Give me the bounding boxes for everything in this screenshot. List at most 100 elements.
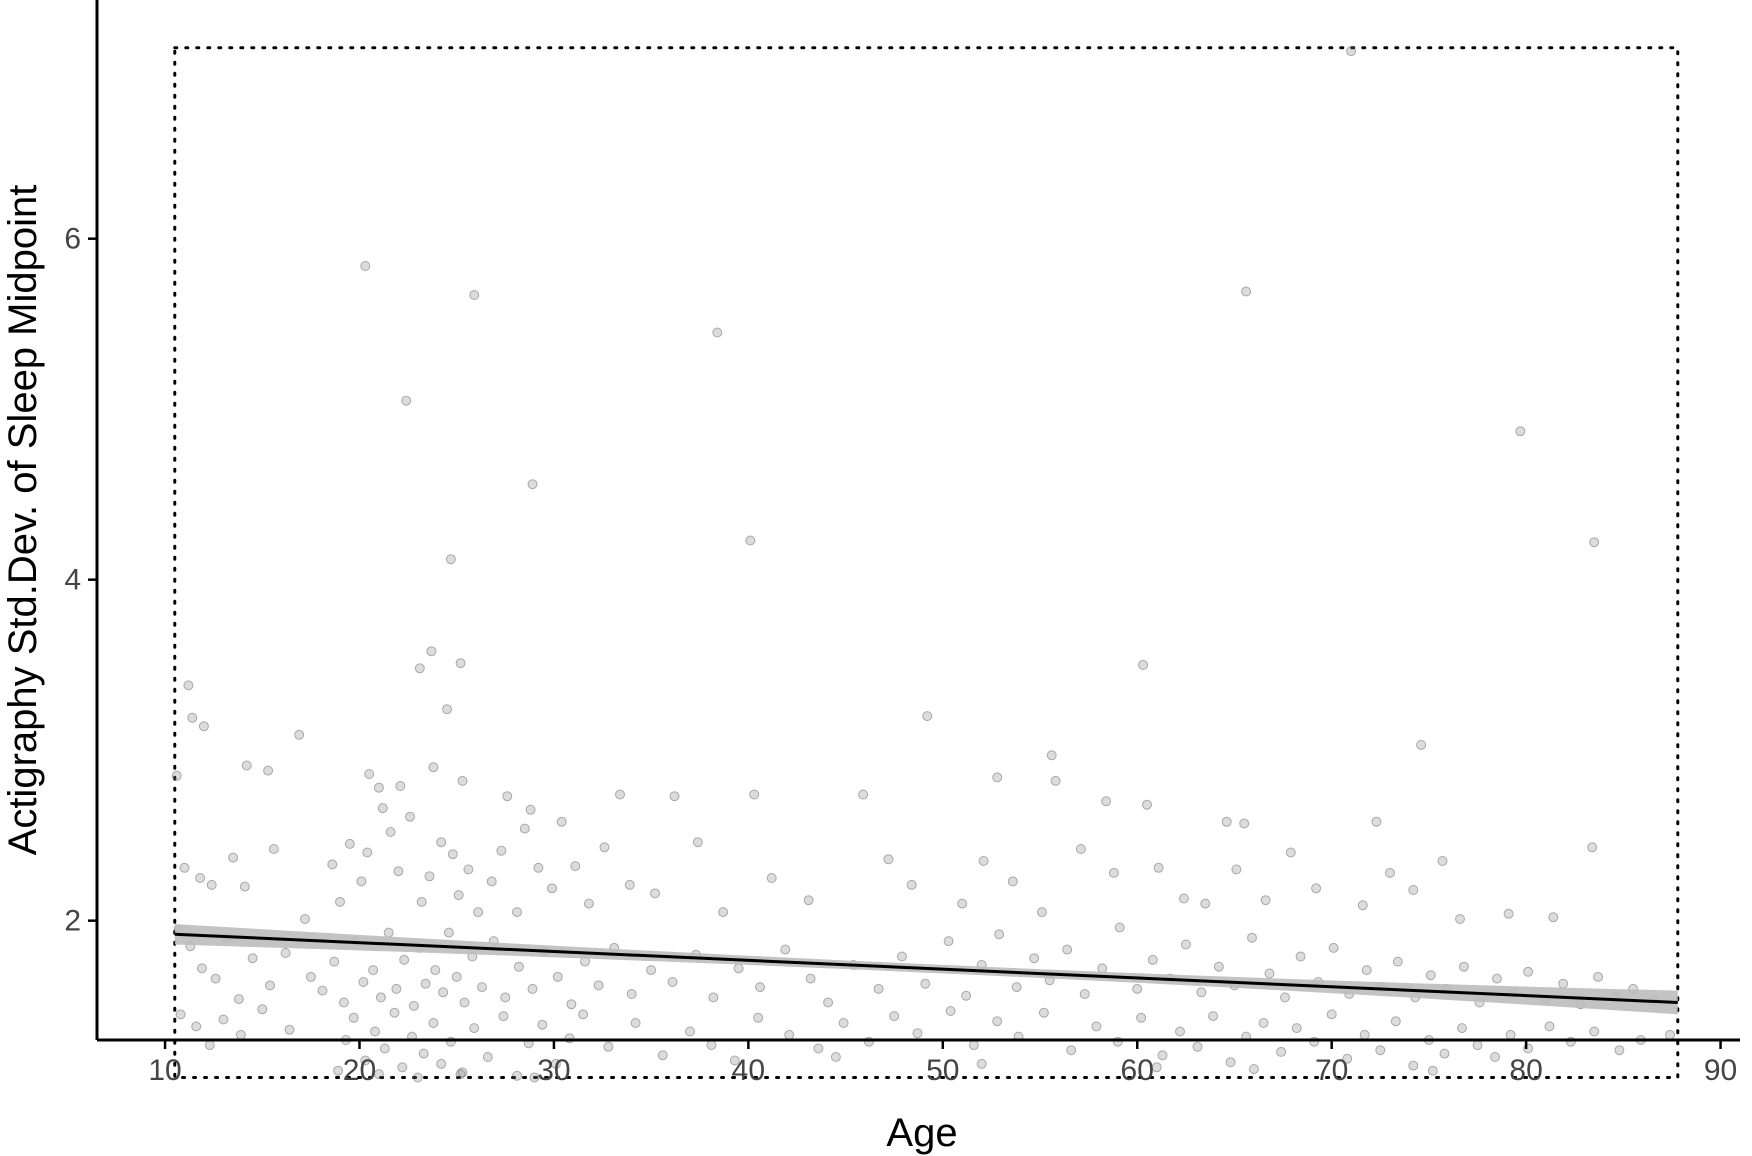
data-point (204, 1040, 215, 1051)
data-point (1029, 953, 1040, 964)
data-point (482, 1052, 493, 1062)
data-point (733, 963, 744, 974)
data-point (615, 789, 625, 800)
data-point (599, 842, 610, 853)
data-point (1326, 1009, 1337, 1020)
y-tick-label: 6 (64, 223, 81, 256)
data-point (646, 965, 657, 976)
data-point (749, 789, 760, 800)
data-point (1589, 537, 1600, 548)
data-point (430, 965, 441, 976)
data-point (1490, 1052, 1500, 1062)
data-point (708, 992, 719, 1003)
data-point (360, 261, 371, 271)
data-point (603, 1041, 614, 1052)
data-point (445, 554, 456, 565)
data-point (496, 845, 507, 856)
data-point (873, 983, 884, 994)
data-point (265, 980, 275, 991)
data-point (912, 1028, 923, 1039)
data-point (1011, 982, 1022, 993)
data-point (1260, 895, 1271, 906)
points-layer (171, 46, 1675, 1083)
data-point (1132, 983, 1143, 994)
data-point (920, 978, 931, 989)
data-point (459, 997, 470, 1008)
y-tick-label: 2 (64, 905, 81, 938)
data-point (379, 1043, 390, 1054)
data-point (1101, 796, 1112, 807)
data-point (1175, 1026, 1185, 1037)
data-point (669, 791, 680, 802)
data-point (1221, 816, 1232, 827)
data-point (1192, 1041, 1203, 1052)
data-point (1247, 932, 1257, 943)
data-point (257, 1004, 268, 1015)
data-point (424, 871, 435, 882)
data-point (408, 1000, 419, 1011)
data-point (566, 999, 577, 1010)
data-point (356, 876, 367, 887)
x-tick-label: 80 (1509, 1054, 1542, 1087)
data-point (1593, 971, 1604, 982)
data-point (391, 983, 402, 994)
data-point (1544, 1021, 1555, 1032)
x-tick-label: 40 (732, 1054, 765, 1087)
data-point (1457, 1023, 1467, 1034)
data-point (706, 1040, 717, 1051)
data-point (550, 1058, 561, 1069)
data-point (624, 879, 635, 890)
data-point (883, 854, 894, 865)
data-point (1007, 876, 1018, 887)
data-point (1425, 970, 1436, 981)
data-point (317, 985, 328, 996)
data-point (823, 997, 834, 1008)
data-point (1361, 965, 1372, 976)
data-point (191, 1021, 202, 1032)
data-point (344, 838, 355, 849)
data-point (416, 896, 427, 907)
data-point (436, 1058, 447, 1069)
data-point (197, 963, 207, 974)
data-point (1138, 659, 1149, 670)
data-point (1097, 963, 1108, 974)
data-point (486, 876, 497, 887)
data-point (469, 1023, 480, 1034)
data-point (968, 1040, 979, 1051)
data-point (1328, 942, 1339, 953)
data-point (1153, 862, 1164, 873)
data-point (1200, 898, 1211, 909)
data-point (1589, 1026, 1600, 1037)
data-point (1180, 939, 1191, 950)
data-point (418, 1048, 429, 1059)
data-point (1239, 818, 1250, 829)
data-point (1038, 1007, 1049, 1018)
data-point (1455, 914, 1465, 924)
data-point (1213, 961, 1224, 972)
data-point (1037, 907, 1047, 918)
data-point (385, 827, 396, 837)
data-point (333, 1065, 344, 1076)
data-point (401, 395, 412, 406)
data-point (451, 971, 462, 982)
data-point (383, 927, 394, 938)
reference-box (173, 46, 1680, 1080)
data-point (512, 907, 522, 918)
x-tick-label: 60 (1121, 1054, 1154, 1087)
data-point (500, 992, 511, 1003)
data-point (268, 844, 279, 854)
data-point (712, 327, 723, 338)
data-point (1548, 912, 1559, 923)
data-point (547, 883, 557, 894)
data-point (1114, 922, 1125, 933)
data-point (957, 898, 968, 909)
data-point (1157, 1050, 1168, 1061)
data-point (593, 980, 604, 991)
data-point (228, 852, 239, 863)
data-point (420, 978, 431, 989)
data-point (1665, 1029, 1675, 1040)
data-point (1437, 856, 1448, 866)
data-point (570, 861, 581, 872)
data-point (187, 712, 198, 723)
